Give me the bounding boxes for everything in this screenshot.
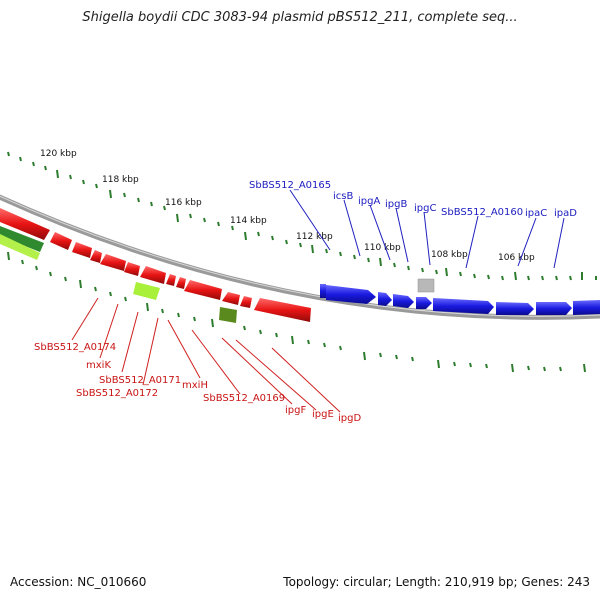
gene-label-ipaC[interactable]: ipaC bbox=[525, 208, 547, 219]
other-features bbox=[0, 226, 237, 323]
gene-forward-block-8[interactable] bbox=[536, 302, 572, 315]
scale-label-116: 116 kbp bbox=[165, 198, 202, 208]
gene-label-ipgF[interactable]: ipgF bbox=[285, 405, 306, 416]
gene-reverse-block-2[interactable] bbox=[50, 232, 72, 250]
gene-label-SbBS512_A0171[interactable]: SbBS512_A0171 bbox=[99, 375, 181, 386]
gene-reverse-block-13[interactable] bbox=[254, 298, 311, 322]
scale-label-114: 114 kbp bbox=[230, 216, 267, 226]
gene-label-SbBS512_A0172[interactable]: SbBS512_A0172 bbox=[76, 388, 158, 399]
feature-yellow-green[interactable] bbox=[0, 234, 40, 260]
gene-label-ipgC[interactable]: ipgC bbox=[414, 203, 436, 214]
gene-forward-block-5[interactable] bbox=[416, 297, 432, 309]
gene-reverse-block-12[interactable] bbox=[240, 296, 252, 308]
scale-label-120: 120 kbp bbox=[40, 149, 77, 159]
gene-reverse-block-6[interactable] bbox=[124, 262, 140, 276]
gene-label-SbBS512_A0165[interactable]: SbBS512_A0165 bbox=[249, 180, 331, 191]
gene-reverse-block-1[interactable] bbox=[0, 208, 50, 240]
gene-forward-block-7[interactable] bbox=[496, 302, 534, 315]
reverse-strand-genes bbox=[0, 208, 311, 322]
scale-label-118: 118 kbp bbox=[102, 175, 139, 185]
gene-label-ipgE[interactable]: ipgE bbox=[312, 409, 334, 420]
accession-text: Accession: NC_010660 bbox=[10, 575, 147, 589]
gene-forward-block-4[interactable] bbox=[393, 294, 414, 308]
gene-reverse-block-7[interactable] bbox=[140, 266, 166, 284]
gene-reverse-block-4[interactable] bbox=[90, 250, 102, 263]
gene-reverse-block-3[interactable] bbox=[72, 242, 92, 258]
gene-label-mxiK[interactable]: mxiK bbox=[86, 360, 111, 371]
map-title: Shigella boydii CDC 3083-94 plasmid pBS5… bbox=[82, 10, 518, 25]
gene-forward-block-2[interactable] bbox=[326, 285, 376, 304]
inner-scale-ticks bbox=[7, 251, 586, 373]
gene-label-mxiH[interactable]: mxiH bbox=[182, 380, 208, 391]
gene-pseudo-grey[interactable] bbox=[417, 278, 435, 293]
gene-reverse-block-11[interactable] bbox=[222, 292, 240, 305]
gene-reverse-block-10[interactable] bbox=[184, 280, 222, 300]
outer-scale-ticks bbox=[7, 151, 597, 281]
topology-summary: Topology: circular; Length: 210,919 bp; … bbox=[283, 575, 590, 589]
gene-reverse-block-5[interactable] bbox=[100, 254, 126, 271]
gene-forward-block-1[interactable] bbox=[320, 284, 326, 298]
gene-reverse-block-8[interactable] bbox=[166, 274, 176, 286]
gene-label-ipgB[interactable]: ipgB bbox=[385, 199, 407, 210]
scale-label-106: 106 kbp bbox=[498, 253, 535, 263]
gene-forward-block-9[interactable] bbox=[573, 300, 600, 315]
forward-strand-genes bbox=[320, 278, 600, 315]
gene-label-SbBS512_A0174[interactable]: SbBS512_A0174 bbox=[34, 342, 116, 353]
scale-label-112: 112 kbp bbox=[296, 232, 333, 242]
feature-olive[interactable] bbox=[219, 307, 237, 323]
gene-forward-block-3[interactable] bbox=[378, 292, 392, 306]
gene-label-SbBS512_A0160[interactable]: SbBS512_A0160 bbox=[441, 207, 523, 218]
gene-label-ipaD[interactable]: ipaD bbox=[554, 208, 577, 219]
reverse-gene-labels bbox=[71, 297, 341, 413]
feature-lime[interactable] bbox=[133, 282, 160, 300]
scale-label-110: 110 kbp bbox=[364, 243, 401, 253]
gene-label-SbBS512_A0169[interactable]: SbBS512_A0169 bbox=[203, 393, 285, 404]
gene-label-ipgA[interactable]: ipgA bbox=[358, 196, 380, 207]
gene-label-icsB[interactable]: icsB bbox=[333, 191, 353, 202]
gene-label-ipgD[interactable]: ipgD bbox=[338, 413, 361, 424]
forward-gene-labels bbox=[289, 189, 565, 269]
scale-label-108: 108 kbp bbox=[431, 250, 468, 260]
gene-forward-block-6[interactable] bbox=[433, 298, 494, 314]
gene-reverse-block-9[interactable] bbox=[176, 277, 186, 289]
plasmid-backbone bbox=[0, 194, 600, 320]
feature-dark-green[interactable] bbox=[0, 226, 44, 252]
